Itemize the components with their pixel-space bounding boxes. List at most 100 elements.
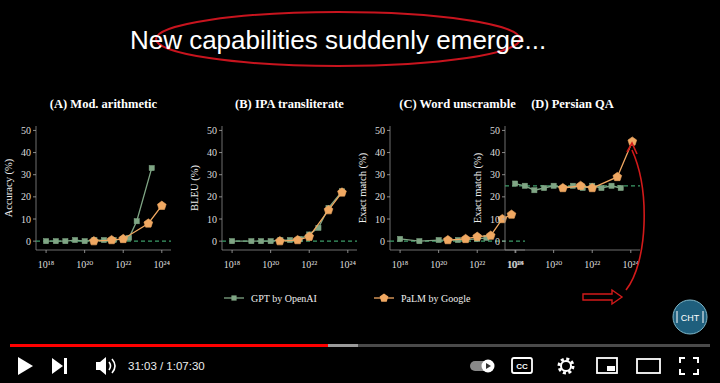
y-tick-label: 20 (490, 191, 500, 202)
point-marker (89, 237, 98, 245)
point-marker (134, 219, 139, 224)
settings-button[interactable] (559, 359, 573, 373)
point-marker (397, 236, 402, 241)
point-marker (249, 239, 254, 244)
y-tick (502, 219, 505, 220)
volume-button[interactable] (96, 357, 106, 375)
y-tick-label: 10 (207, 214, 217, 225)
y-tick-label: 0 (212, 236, 217, 247)
y-axis-label: Exact match (%) (472, 152, 484, 223)
volume-waves (109, 359, 115, 373)
point-marker (558, 183, 567, 191)
series-line (400, 238, 486, 241)
point-marker (73, 237, 78, 242)
point-marker (229, 239, 234, 244)
plot-area (36, 165, 171, 244)
y-tick (387, 241, 390, 242)
point-marker (417, 239, 422, 244)
y-tick (219, 130, 222, 131)
y-tick (502, 241, 505, 242)
y-tick (387, 174, 390, 175)
series-line (46, 168, 152, 241)
captions-label: CC (516, 362, 528, 371)
point-marker (119, 234, 128, 242)
y-tick-label: 30 (490, 169, 500, 180)
y-tick-label: 40 (375, 147, 385, 158)
y-tick-label: 30 (207, 169, 217, 180)
panel-title: (B) IPA transliterate (235, 97, 344, 111)
point-marker (149, 165, 154, 170)
fullscreen-button[interactable] (680, 358, 698, 374)
legend-marker (380, 293, 389, 301)
page: {"slide_title": "New capabilities sudden… (0, 0, 720, 383)
y-tick-label: 40 (207, 147, 217, 158)
point-marker (551, 183, 556, 188)
x-tick (515, 250, 516, 253)
y-tick (219, 196, 222, 197)
y-tick-label: 50 (490, 125, 500, 136)
y-tick-label: 10 (375, 214, 385, 225)
theater-button[interactable] (637, 359, 660, 373)
panel: (C) Word unscramble Exact match (%) 0 10 20 3… (357, 97, 525, 270)
y-tick-label: 50 (375, 125, 385, 136)
x-tick-label: 10¹⁸ (224, 259, 241, 270)
series-line (94, 206, 162, 241)
x-tick (553, 250, 554, 253)
y-tick-label: 10 (490, 214, 500, 225)
y-axis-line (222, 126, 223, 250)
point-marker (542, 185, 547, 190)
x-tick-label: 10²² (469, 259, 485, 270)
settings-ring (561, 361, 571, 371)
panel-title: (C) Word unscramble (399, 97, 516, 111)
x-axis-line (505, 250, 640, 251)
y-tick (219, 219, 222, 220)
series-line (232, 191, 342, 241)
panel-title: (D) Persian QA (531, 97, 614, 111)
play-button[interactable] (18, 357, 33, 375)
x-tick-label: 10²⁰ (430, 259, 447, 270)
progress-track[interactable] (10, 344, 710, 347)
miniplayer-button[interactable] (597, 358, 617, 373)
logo-circle (673, 300, 707, 334)
y-tick (219, 241, 222, 242)
point-marker (599, 185, 604, 190)
y-tick (33, 152, 36, 153)
point-marker (443, 235, 452, 243)
x-tick-label: 10²² (301, 259, 317, 270)
point-marker (293, 235, 302, 243)
y-axis-line (390, 126, 391, 250)
point-marker (305, 232, 314, 240)
background (0, 0, 720, 383)
x-tick (400, 250, 401, 253)
x-tick-label: 10²⁰ (262, 259, 279, 270)
slide-title: New capabilities suddenly emerge... (130, 25, 546, 55)
point-marker (507, 210, 516, 218)
y-tick-label: 20 (207, 191, 217, 202)
y-tick-label: 30 (21, 169, 31, 180)
point-marker (259, 239, 264, 244)
y-axis-line (505, 126, 506, 250)
next-button[interactable] (52, 358, 63, 374)
y-tick-label: 0 (495, 236, 500, 247)
logo-text: CHT (681, 313, 700, 323)
y-tick (387, 152, 390, 153)
x-tick (477, 250, 478, 253)
point-marker (53, 239, 58, 244)
x-tick-label: 10²² (584, 259, 600, 270)
autoplay-icon (486, 363, 491, 369)
y-tick-label: 30 (375, 169, 385, 180)
captions-button[interactable] (512, 358, 532, 373)
x-tick (515, 250, 516, 253)
series-line (280, 192, 342, 241)
y-tick (33, 219, 36, 220)
point-marker (107, 235, 116, 243)
x-axis-line (222, 250, 357, 251)
point-marker (338, 188, 347, 196)
miniplayer-inner (607, 366, 615, 371)
x-tick (592, 250, 593, 253)
y-tick-label: 40 (490, 147, 500, 158)
point-marker (576, 181, 585, 189)
y-tick (387, 196, 390, 197)
y-tick-label: 20 (375, 191, 385, 202)
progress-buffered (10, 344, 358, 347)
